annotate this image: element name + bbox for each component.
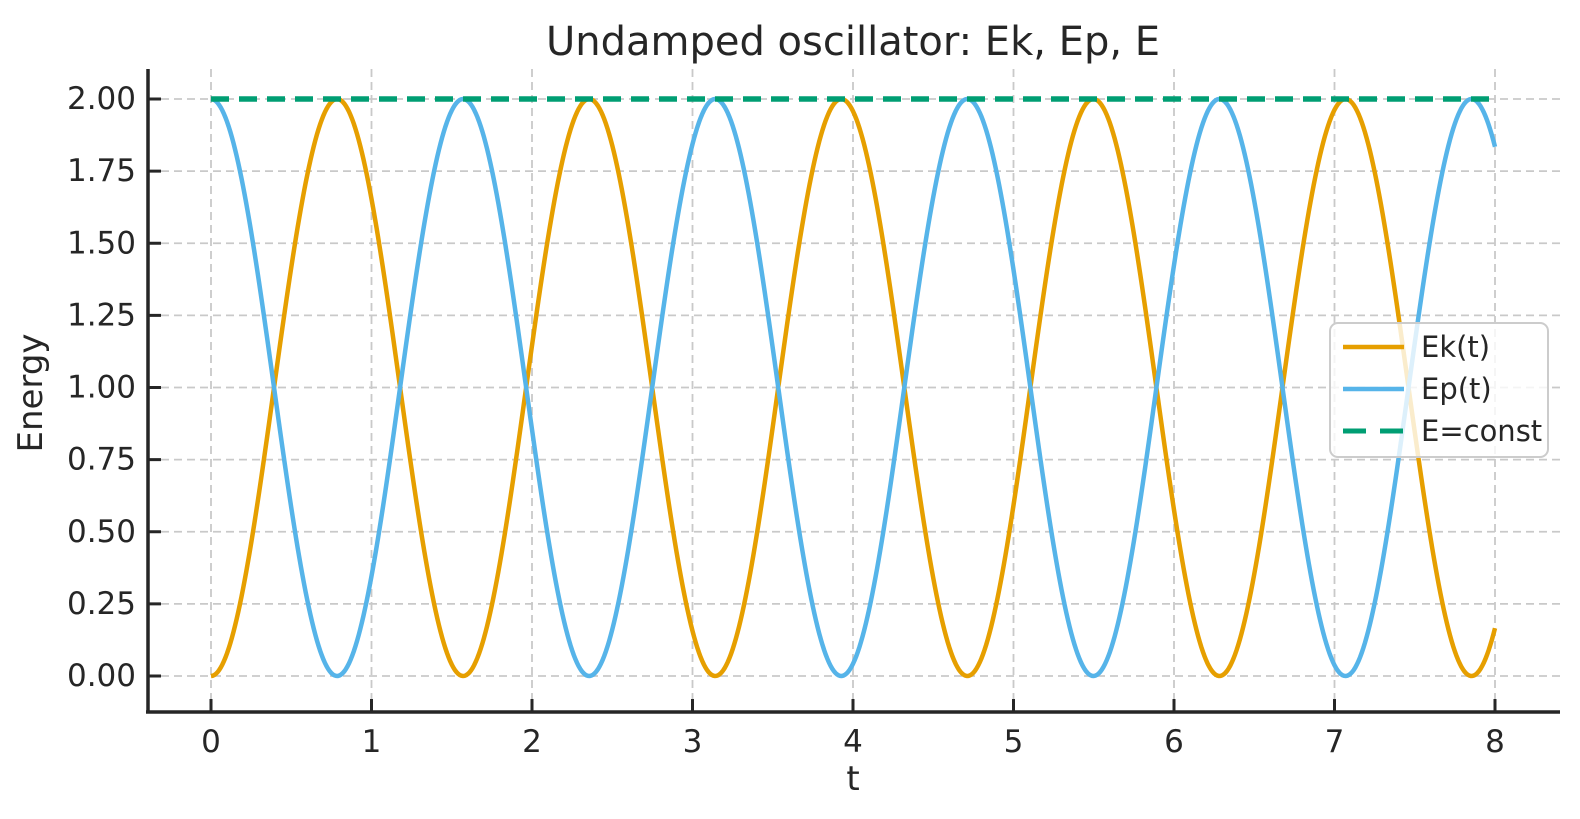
chart-title: Undamped oscillator: Ek, Ep, E [546,19,1160,65]
x-tick-label-1: 1 [362,724,382,760]
legend-row-1: Ep(t) [1343,372,1492,406]
x-tick-label-5: 5 [1004,724,1024,760]
x-tick-label-2: 2 [522,724,542,760]
y-axis-label: Energy [11,333,51,452]
y-tick-label-5: 1.25 [67,297,136,333]
x-tick-label-6: 6 [1164,724,1184,760]
grid-layer [148,69,1560,712]
legend-row-0: Ek(t) [1343,330,1490,364]
x-tick-label-4: 4 [843,724,863,760]
x-tick-label-7: 7 [1325,724,1345,760]
y-tick-label-2: 0.50 [67,514,136,550]
series-path-1-ept [210,96,1498,679]
x-tick-label-3: 3 [683,724,703,760]
legend-entry-label-2: E=const [1421,414,1542,448]
axes-layer: 0 1 2 3 4 5 6 7 8 0.00 0.25 0.50 0.75 1.00 1.25 1.50 1.7… [67,69,1560,760]
y-tick-label-0: 0.00 [67,658,136,694]
legend: Ek(t) Ep(t) E=const [1329,322,1549,458]
y-tick-label-8: 2.00 [67,81,136,117]
legend-box [1329,322,1549,458]
legend-entry-label-1: Ep(t) [1421,372,1492,406]
y-tick-label-6: 1.50 [67,225,136,261]
legend-row-2: E=const [1343,414,1542,448]
ticks-layer: 0 1 2 3 4 5 6 7 8 0.00 0.25 0.50 0.75 1.00 1.25 1.50 1.7… [67,81,1505,760]
x-tick-label-0: 0 [201,724,221,760]
y-tick-label-7: 1.75 [67,153,136,189]
x-tick-label-8: 8 [1485,724,1505,760]
series-layer [210,96,1498,679]
legend-entry-label-0: Ek(t) [1421,330,1490,364]
y-tick-label-4: 1.00 [67,370,136,406]
x-axis-label: t [846,759,859,799]
series-path-0-ekt [210,96,1498,679]
y-tick-label-3: 0.75 [67,442,136,478]
y-tick-label-1: 0.25 [67,586,136,622]
